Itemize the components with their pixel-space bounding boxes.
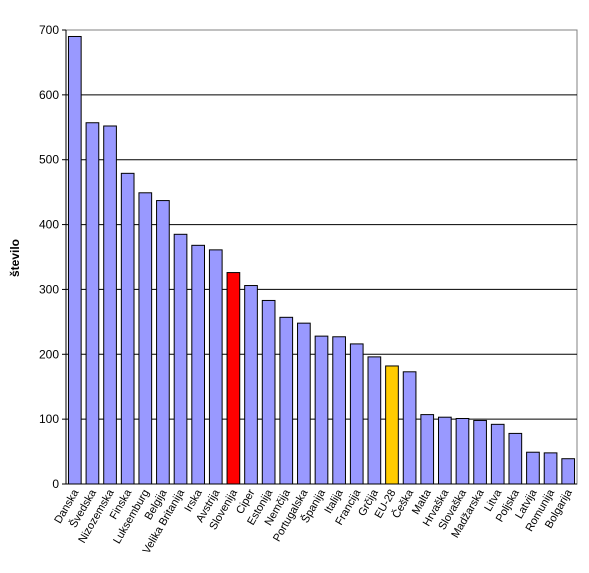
bar-avstrija [208, 249, 223, 485]
bars [67, 35, 576, 485]
bar-latvija [526, 451, 540, 485]
x-axis-categories: DanskaŠvedskaNizozemskaFinskaLuksemburgB… [52, 486, 575, 556]
bar-eu-28 [385, 365, 399, 485]
bar-romunija [543, 452, 558, 485]
y-tick-label: 600 [39, 88, 59, 102]
y-axis-ticks: 0 100 200 300 400 500 600 700 [39, 23, 577, 491]
bar-italija [332, 336, 346, 485]
bar-grčija [367, 356, 382, 485]
bar-madžarska [473, 419, 487, 485]
bar-hrvaška [438, 416, 452, 485]
bar-nemčija [279, 316, 294, 485]
y-tick-label: 300 [39, 282, 59, 296]
bar-luksemburg [138, 192, 153, 485]
bar-belgija [156, 200, 170, 485]
bar-portugalska [297, 322, 311, 485]
bar-švedska [85, 122, 100, 485]
y-axis-label: število [8, 239, 22, 277]
bar-malta [420, 414, 435, 485]
bar-slovaška [455, 417, 470, 485]
bar-francija [349, 343, 364, 485]
y-tick-label: 100 [39, 412, 59, 426]
bar-estonija [261, 299, 276, 485]
y-tick-label: 400 [39, 218, 59, 232]
y-tick-label: 700 [39, 23, 59, 37]
bar-španija [314, 335, 329, 485]
bar-ciper [244, 285, 258, 485]
bar-bolgarija [561, 458, 576, 485]
bar-nizozemska [103, 125, 117, 485]
bar-irska [191, 244, 205, 485]
bar-finska [120, 172, 135, 485]
bar-danska [67, 35, 82, 485]
y-tick-label: 0 [52, 477, 59, 491]
bar-litva [490, 423, 505, 485]
bar-češka [402, 371, 417, 485]
bar-velika-britanija [173, 233, 188, 485]
y-tick-label: 500 [39, 153, 59, 167]
bar-poljska [508, 432, 523, 485]
bar-slovenija [226, 272, 241, 485]
y-tick-label: 200 [39, 347, 59, 361]
